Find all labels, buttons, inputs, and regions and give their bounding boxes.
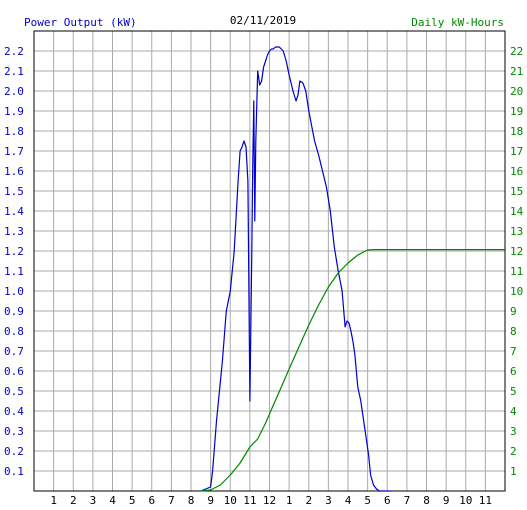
right-tick-label: 1 xyxy=(510,465,517,478)
x-tick-label: 5 xyxy=(129,494,136,507)
left-tick-label: 1.6 xyxy=(4,165,24,178)
right-tick-label: 18 xyxy=(510,125,523,138)
x-tick-label: 1 xyxy=(286,494,293,507)
right-tick-label: 12 xyxy=(510,245,523,258)
x-tick-label: 11 xyxy=(479,494,492,507)
energy-series-line xyxy=(200,249,505,492)
right-tick-label: 19 xyxy=(510,105,523,118)
x-tick-label: 3 xyxy=(90,494,97,507)
right-tick-label: 13 xyxy=(510,225,523,238)
x-tick-label: 5 xyxy=(364,494,371,507)
right-tick-label: 21 xyxy=(510,65,523,78)
x-tick-label: 2 xyxy=(305,494,312,507)
x-tick-label: 4 xyxy=(345,494,352,507)
left-tick-label: 1.5 xyxy=(4,185,24,198)
x-tick-label: 6 xyxy=(384,494,391,507)
right-axis-label: Daily kW-Hours xyxy=(411,16,504,29)
x-tick-label: 1 xyxy=(50,494,57,507)
x-axis-ticks: 1 2 3 4 5 6 7 8 9 10 11 12 1 2 3 4 5 6 7 8 9 10 11 xyxy=(50,494,492,507)
power-series-line xyxy=(200,46,392,492)
x-tick-label: 12 xyxy=(263,494,276,507)
left-tick-label: 1.2 xyxy=(4,245,24,258)
right-tick-label: 5 xyxy=(510,385,517,398)
left-tick-label: 0.5 xyxy=(4,385,24,398)
left-tick-label: 1.9 xyxy=(4,105,24,118)
left-tick-label: 0.8 xyxy=(4,325,24,338)
series-layer xyxy=(200,46,505,492)
x-tick-label: 10 xyxy=(224,494,237,507)
grid xyxy=(34,31,505,491)
left-tick-label: 0.6 xyxy=(4,365,24,378)
x-tick-label: 11 xyxy=(243,494,256,507)
left-tick-label: 2.2 xyxy=(4,45,24,58)
left-tick-label: 0.3 xyxy=(4,425,24,438)
x-tick-label: 10 xyxy=(459,494,472,507)
left-tick-label: 2.0 xyxy=(4,85,24,98)
right-tick-label: 4 xyxy=(510,405,517,418)
left-tick-label: 1.3 xyxy=(4,225,24,238)
right-tick-label: 2 xyxy=(510,445,517,458)
right-tick-label: 15 xyxy=(510,185,523,198)
right-tick-label: 8 xyxy=(510,325,517,338)
x-tick-label: 9 xyxy=(207,494,214,507)
x-tick-label: 8 xyxy=(423,494,430,507)
right-tick-label: 20 xyxy=(510,85,523,98)
x-tick-label: 9 xyxy=(443,494,450,507)
left-axis-ticks: 0.1 0.2 0.3 0.4 0.5 0.6 0.7 0.8 0.9 1.0 1.1 1.2 1.3 1… xyxy=(4,45,24,478)
left-tick-label: 0.9 xyxy=(4,305,24,318)
left-tick-label: 1.8 xyxy=(4,125,24,138)
chart-title: 02/11/2019 xyxy=(230,14,296,27)
x-tick-label: 7 xyxy=(404,494,411,507)
right-tick-label: 11 xyxy=(510,265,523,278)
left-tick-label: 0.1 xyxy=(4,465,24,478)
right-tick-label: 14 xyxy=(510,205,524,218)
right-tick-label: 17 xyxy=(510,145,523,158)
x-tick-label: 8 xyxy=(188,494,195,507)
x-tick-label: 6 xyxy=(148,494,155,507)
left-tick-label: 0.7 xyxy=(4,345,24,358)
left-tick-label: 0.2 xyxy=(4,445,24,458)
right-tick-label: 6 xyxy=(510,365,517,378)
right-tick-label: 22 xyxy=(510,45,523,58)
x-tick-label: 7 xyxy=(168,494,175,507)
left-tick-label: 1.7 xyxy=(4,145,24,158)
right-tick-label: 9 xyxy=(510,305,517,318)
x-tick-label: 4 xyxy=(109,494,116,507)
left-tick-label: 1.0 xyxy=(4,285,24,298)
right-tick-label: 10 xyxy=(510,285,523,298)
left-tick-label: 2.1 xyxy=(4,65,24,78)
left-tick-label: 0.4 xyxy=(4,405,24,418)
right-tick-label: 16 xyxy=(510,165,523,178)
plot-frame xyxy=(33,30,506,492)
left-tick-label: 1.4 xyxy=(4,205,24,218)
left-axis-label: Power Output (kW) xyxy=(24,16,137,29)
left-tick-label: 1.1 xyxy=(4,265,24,278)
x-tick-label: 3 xyxy=(325,494,332,507)
right-tick-label: 3 xyxy=(510,425,517,438)
right-tick-label: 7 xyxy=(510,345,517,358)
x-tick-label: 2 xyxy=(70,494,77,507)
